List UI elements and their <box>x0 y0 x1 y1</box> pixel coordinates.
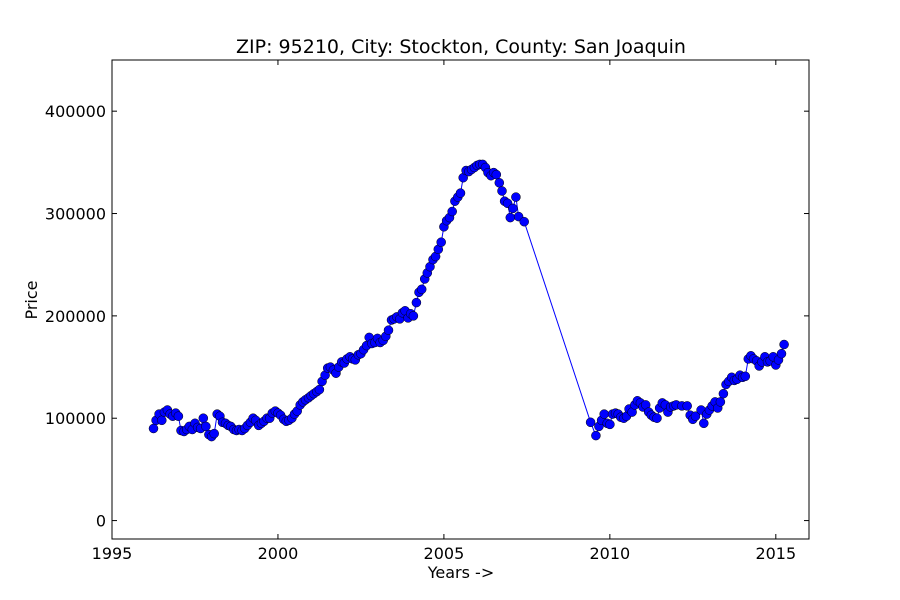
data-point <box>408 311 419 321</box>
data-point <box>508 203 518 214</box>
data-point <box>491 169 502 180</box>
data-point <box>715 397 726 407</box>
x-tick-label: 2005 <box>424 544 465 563</box>
plot-frame <box>111 59 810 540</box>
data-point <box>699 418 709 429</box>
data-point <box>652 413 662 423</box>
series-line <box>153 163 785 438</box>
data-point <box>718 388 729 399</box>
y-tick-label: 200000 <box>45 307 106 326</box>
data-point <box>157 415 167 426</box>
chart-title: ZIP: 95210, City: Stockton, County: San … <box>236 36 686 58</box>
data-point <box>201 421 211 432</box>
data-point <box>198 413 209 423</box>
data-point <box>411 297 422 308</box>
y-tick-label: 400000 <box>45 102 106 121</box>
data-point <box>314 384 325 395</box>
series-layer <box>148 159 789 442</box>
x-tick-label: 2015 <box>755 544 796 563</box>
x-tick-label: 2000 <box>258 544 299 563</box>
y-tick-label: 300000 <box>45 205 106 224</box>
x-tick-label: 1995 <box>92 544 133 563</box>
y-tick-label: 0 <box>96 512 106 531</box>
x-tick-label: 2010 <box>589 544 630 563</box>
data-point <box>690 411 701 421</box>
data-point <box>455 188 466 198</box>
data-point <box>776 348 787 359</box>
data-point <box>585 417 596 428</box>
data-point <box>740 371 751 382</box>
data-point <box>511 192 521 202</box>
data-point <box>505 212 516 223</box>
data-point <box>591 430 601 441</box>
data-point <box>416 284 427 295</box>
x-axis-label: Years -> <box>427 563 494 582</box>
data-point <box>519 216 529 227</box>
data-point <box>682 401 692 411</box>
data-point <box>494 178 505 188</box>
data-point <box>148 423 159 434</box>
data-point <box>599 409 609 419</box>
data-point <box>779 339 789 350</box>
data-point <box>436 237 446 247</box>
data-point <box>497 186 507 196</box>
y-tick-label: 100000 <box>45 409 106 428</box>
data-point <box>383 325 394 335</box>
data-point <box>605 419 615 430</box>
y-axis-label: Price <box>22 280 41 319</box>
data-point <box>209 428 219 439</box>
data-point <box>173 411 184 421</box>
data-point <box>447 206 457 217</box>
ticks-layer: 1995 2000 2005 2010 2015 0 100000 200000 300000 4… <box>45 60 809 563</box>
